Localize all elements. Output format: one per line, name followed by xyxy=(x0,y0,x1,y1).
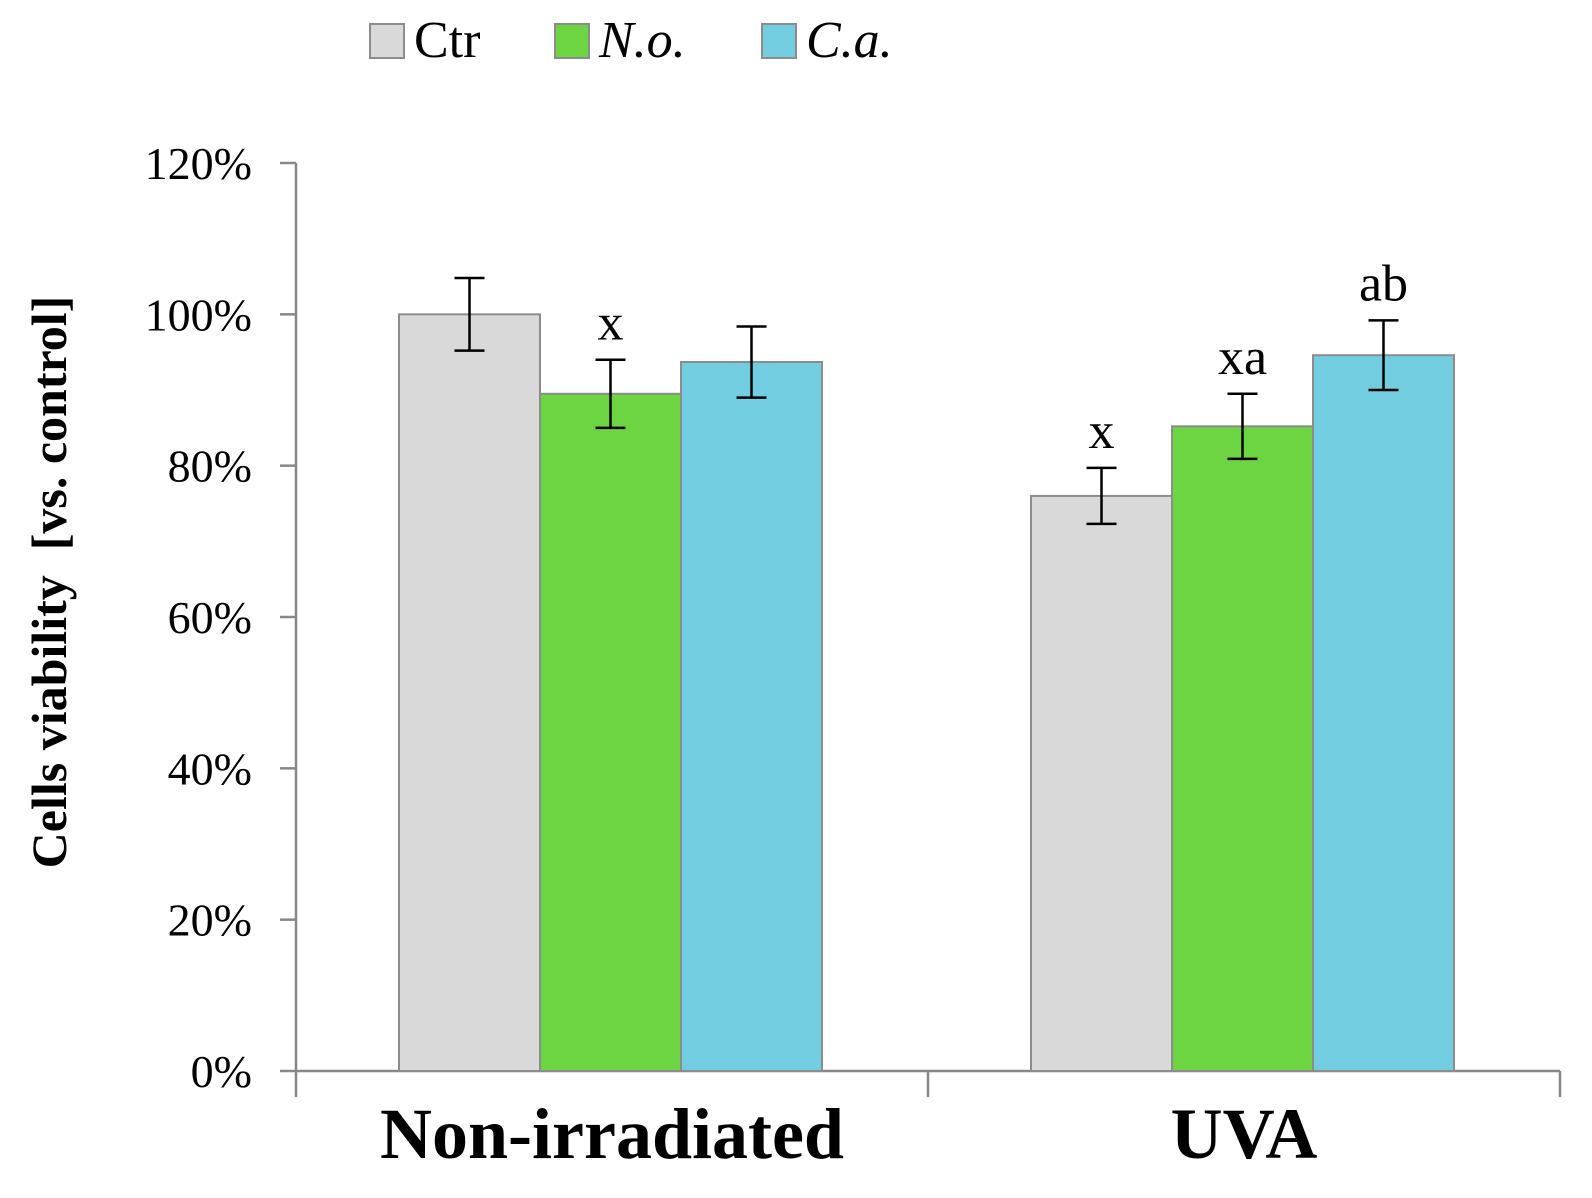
y-tick-label: 0% xyxy=(191,1046,252,1097)
x-category-labels: Non-irradiated UVA xyxy=(380,1094,1317,1174)
y-tick-label: 80% xyxy=(168,441,252,492)
significance-label: x xyxy=(1089,403,1115,460)
error-bars xyxy=(454,276,1399,526)
y-tick-label: 100% xyxy=(145,289,252,340)
significance-label: ab xyxy=(1359,255,1408,312)
legend: Ctr N.o. C.a. xyxy=(369,12,893,69)
significance-label: x xyxy=(598,295,624,352)
x-category-label: Non-irradiated xyxy=(380,1094,844,1174)
y-axis-title-group: Cells viability [vs. control] xyxy=(21,296,77,869)
legend-label: C.a. xyxy=(806,12,893,69)
significance-label: xa xyxy=(1218,329,1267,386)
legend-swatch xyxy=(554,23,590,59)
y-tick-label: 60% xyxy=(168,592,252,643)
x-category-label: UVA xyxy=(1171,1094,1318,1174)
legend-swatch xyxy=(369,23,405,59)
legend-swatch xyxy=(761,23,797,59)
bar-ca-non-irradiated xyxy=(680,361,823,1072)
y-tick-label: 20% xyxy=(168,895,252,946)
bar-ctr-uva xyxy=(1030,494,1173,1072)
legend-label: Ctr xyxy=(414,12,480,69)
bar-ca-uva xyxy=(1312,354,1455,1072)
bars xyxy=(398,313,1455,1073)
axes: 0% 20% 40% 60% 80% 100% 120% xyxy=(145,138,1562,1097)
bar-ctr-non-irradiated xyxy=(398,313,541,1073)
y-tick-label: 40% xyxy=(168,743,252,794)
bar-no-uva xyxy=(1171,425,1314,1072)
legend-label: N.o. xyxy=(598,12,686,69)
annotations: x x xa ab xyxy=(598,255,1409,460)
bar-no-non-irradiated xyxy=(539,392,682,1072)
y-axis-title: Cells viability [vs. control] xyxy=(21,296,77,869)
y-tick-label: 120% xyxy=(145,138,252,189)
